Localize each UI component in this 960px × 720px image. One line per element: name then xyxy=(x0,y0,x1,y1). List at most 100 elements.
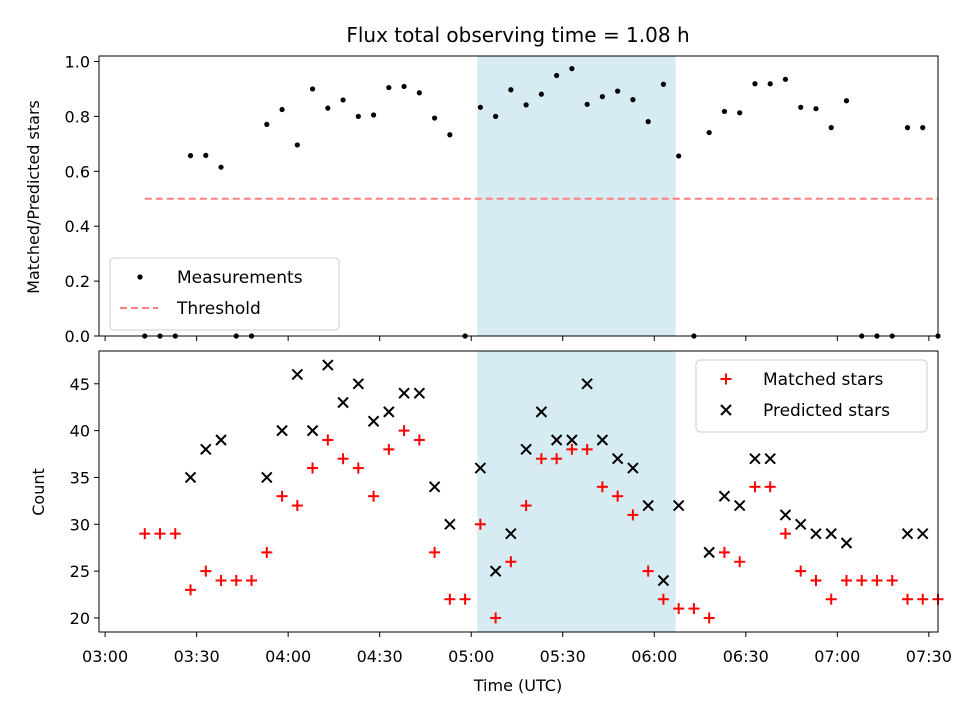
data-point xyxy=(368,490,380,502)
data-point xyxy=(828,125,834,131)
y-tick-label: 25 xyxy=(70,562,90,581)
bottom-plot-area: 20 25 30 35 40 45 03:00 03:30 04:00 04:30 05:00 05:… xyxy=(70,350,952,666)
data-point xyxy=(642,499,654,512)
legend-swatch xyxy=(720,404,732,416)
x-tick-label: 06:30 xyxy=(723,647,769,666)
x-tick-label: 03:00 xyxy=(82,647,128,666)
data-point xyxy=(901,527,914,540)
data-point xyxy=(429,546,441,558)
legend-label: Predicted stars xyxy=(763,401,890,421)
data-point xyxy=(279,106,285,113)
legend-label: Threshold xyxy=(176,299,261,319)
data-point xyxy=(264,121,270,127)
data-point xyxy=(688,603,700,615)
data-point xyxy=(566,434,578,446)
data-point xyxy=(901,593,913,605)
data-point xyxy=(187,153,194,159)
data-point xyxy=(703,612,715,624)
data-point xyxy=(734,556,746,568)
data-point xyxy=(401,83,407,90)
data-point xyxy=(642,565,654,577)
y-tick-label: 0.8 xyxy=(65,107,90,126)
data-point xyxy=(261,546,273,558)
data-point xyxy=(352,378,365,390)
data-point xyxy=(386,84,392,91)
data-point xyxy=(551,453,563,465)
data-point xyxy=(810,574,822,586)
data-point xyxy=(596,481,608,493)
data-point xyxy=(752,81,758,87)
y-tick-label: 0.0 xyxy=(65,327,90,346)
y-tick-label: 45 xyxy=(70,375,90,394)
data-point xyxy=(538,91,544,97)
legend-swatch xyxy=(137,274,143,280)
highlight-band xyxy=(477,56,676,336)
data-point xyxy=(307,462,319,474)
data-point xyxy=(505,556,517,568)
plot-frame xyxy=(98,350,939,633)
data-point xyxy=(795,518,807,530)
bottom-y-axis-label: Count xyxy=(29,468,48,516)
data-point xyxy=(215,434,227,446)
y-tick-label: 35 xyxy=(70,468,90,487)
data-point xyxy=(917,593,929,605)
data-point xyxy=(798,104,804,110)
data-point xyxy=(505,527,517,540)
data-point xyxy=(550,434,563,446)
data-point xyxy=(337,453,349,465)
data-point xyxy=(523,102,529,108)
data-point xyxy=(169,528,181,540)
data-point xyxy=(676,153,682,159)
data-point xyxy=(428,481,441,493)
data-point xyxy=(764,453,776,465)
data-point xyxy=(383,443,395,455)
data-point xyxy=(581,443,593,455)
data-point xyxy=(657,574,670,587)
data-point xyxy=(749,453,761,465)
data-point xyxy=(569,66,575,72)
data-point xyxy=(840,574,852,586)
data-point xyxy=(355,113,361,119)
data-point xyxy=(246,574,258,586)
data-point xyxy=(474,518,486,530)
x-tick-label: 04:00 xyxy=(265,647,311,666)
data-point xyxy=(581,378,593,390)
data-point xyxy=(737,110,743,116)
x-tick-label: 07:30 xyxy=(906,647,952,666)
data-point xyxy=(782,76,789,82)
data-point xyxy=(615,88,621,94)
x-axis-label: Time (UTC) xyxy=(473,676,562,695)
data-point xyxy=(508,87,514,93)
y-tick-label: 30 xyxy=(70,515,90,534)
data-point xyxy=(871,574,883,586)
data-point xyxy=(370,112,377,118)
legend-box xyxy=(695,359,928,433)
data-point xyxy=(218,164,224,170)
data-point xyxy=(660,81,667,87)
data-point xyxy=(703,546,715,559)
data-point xyxy=(612,490,624,502)
data-point xyxy=(185,584,197,596)
data-point xyxy=(383,406,395,418)
data-point xyxy=(627,509,639,521)
data-point xyxy=(444,593,456,605)
y-tick-label: 20 xyxy=(70,609,90,628)
y-tick-label: 0.6 xyxy=(65,162,90,181)
plot-frame xyxy=(98,55,939,337)
data-point xyxy=(276,424,288,437)
data-point xyxy=(490,612,502,624)
legend-label: Matched stars xyxy=(763,370,883,390)
y-tick-label: 40 xyxy=(70,422,90,441)
data-point xyxy=(444,518,456,530)
x-tick-label: 06:00 xyxy=(631,647,677,666)
data-point xyxy=(200,565,212,577)
data-point xyxy=(904,125,911,131)
legend-box xyxy=(109,257,340,331)
data-point xyxy=(733,499,746,512)
data-point xyxy=(459,593,471,605)
chart-title: Flux total observing time = 1.08 h xyxy=(346,23,689,47)
data-point xyxy=(337,396,349,409)
data-point xyxy=(306,424,319,437)
data-point xyxy=(917,527,929,540)
